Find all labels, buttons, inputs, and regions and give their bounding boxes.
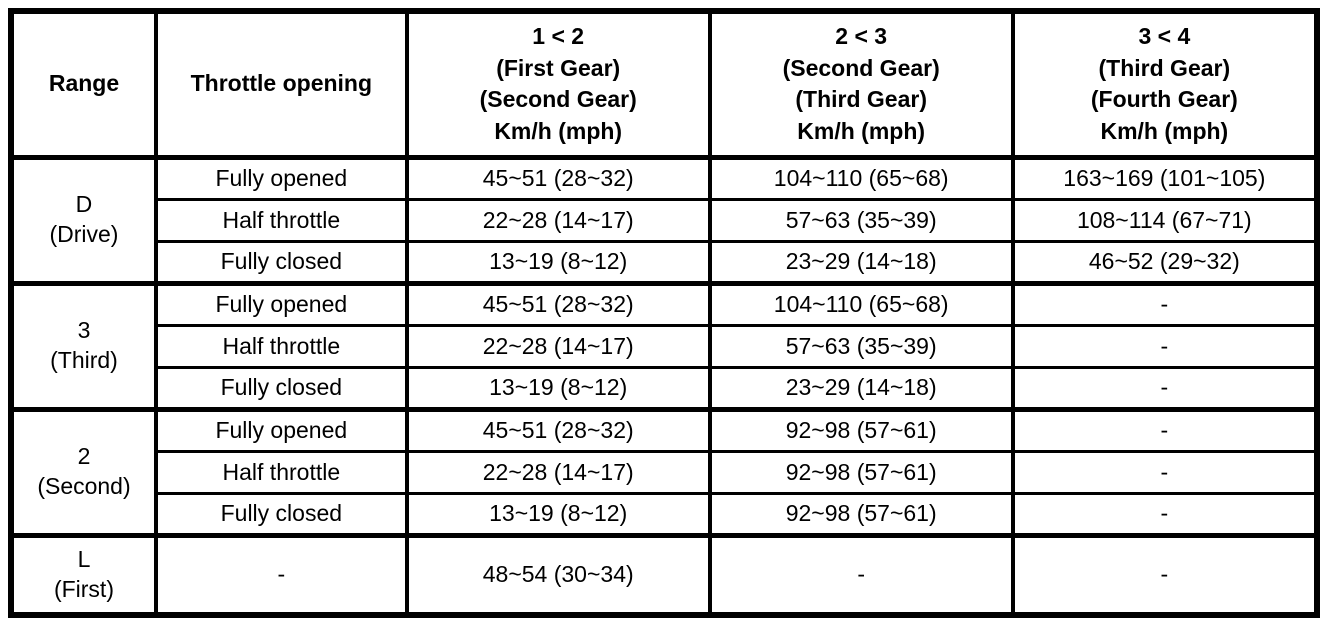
header-throttle-label: Throttle opening (190, 70, 373, 97)
header-range: Range (9, 9, 158, 159)
cell-shift-2-3: 57~63 (35~39) (707, 323, 1015, 369)
cell-throttle: Fully closed (153, 365, 409, 411)
header-shift-2-3-line2: (Second Gear) (782, 54, 940, 81)
cell-shift-2-3: 92~98 (57~61) (707, 449, 1015, 495)
range-sub-value: (Third) (50, 347, 118, 373)
table-row: D (Drive) Fully opened 45~51 (28~32) 104… (9, 155, 1320, 285)
cell-shift-1-2: 13~19 (8~12) (404, 365, 712, 411)
range-value: D (75, 191, 93, 218)
cell-throttle: Half throttle (153, 323, 409, 369)
cell-shift-3-4: - (1010, 491, 1320, 537)
table-row: 3 (Third) Fully opened 45~51 (28~32) 104… (9, 281, 1320, 411)
cell-shift-3-4: - (1010, 449, 1320, 495)
table-row: Half throttle 22~28 (14~17) 92~98 (57~61… (11, 449, 1320, 495)
range-value: L (77, 545, 91, 572)
cell-range-third: 3 (Third) (9, 281, 158, 411)
header-shift-1-2-line1: 1 < 2 (532, 22, 585, 49)
cell-shift-2-3: 92~98 (57~61) (707, 491, 1015, 537)
cell-shift-3-4: 108~114 (67~71) (1010, 197, 1320, 243)
cell-throttle: - (153, 533, 409, 617)
table-row: Fully closed 13~19 (8~12) 23~29 (14~18) … (11, 365, 1320, 411)
header-shift-2-3-line4: Km/h (mph) (797, 117, 926, 144)
range-sub-value: (Second) (37, 473, 131, 499)
header-shift-1-2: 1 < 2 (First Gear) (Second Gear) Km/h (m… (404, 9, 712, 159)
cell-shift-1-2: 13~19 (8~12) (404, 239, 712, 285)
cell-shift-1-2: 45~51 (28~32) (404, 407, 712, 453)
header-shift-1-2-line2: (First Gear) (496, 54, 621, 81)
cell-shift-3-4: 163~169 (101~105) (1010, 155, 1320, 201)
cell-shift-3-4: - (1010, 323, 1320, 369)
header-shift-2-3-line3: (Third Gear) (795, 86, 927, 113)
cell-shift-2-3: 23~29 (14~18) (707, 365, 1015, 411)
cell-shift-2-3: 23~29 (14~18) (707, 239, 1015, 285)
cell-shift-1-2: 13~19 (8~12) (404, 491, 712, 537)
range-group-drive: D (Drive) Fully opened 45~51 (28~32) 104… (9, 155, 1320, 285)
header-throttle-opening: Throttle opening (153, 9, 409, 159)
cell-shift-1-2: 45~51 (28~32) (404, 281, 712, 327)
cell-throttle: Fully closed (153, 239, 409, 285)
cell-shift-2-3: - (707, 533, 1015, 617)
cell-range-drive: D (Drive) (9, 155, 158, 285)
header-shift-3-4: 3 < 4 (Third Gear) (Fourth Gear) Km/h (m… (1010, 9, 1320, 159)
cell-range-second: 2 (Second) (9, 407, 158, 537)
cell-shift-3-4: - (1010, 533, 1320, 617)
header-shift-1-2-line4: Km/h (mph) (494, 117, 623, 144)
header-range-label: Range (48, 70, 120, 97)
range-sub-value: (Drive) (49, 221, 119, 247)
cell-throttle: Half throttle (153, 449, 409, 495)
header-shift-2-3: 2 < 3 (Second Gear) (Third Gear) Km/h (m… (707, 9, 1015, 159)
cell-shift-3-4: 46~52 (29~32) (1010, 239, 1320, 285)
table-row: Half throttle 22~28 (14~17) 57~63 (35~39… (11, 197, 1320, 243)
table-row: Fully closed 13~19 (8~12) 92~98 (57~61) … (11, 491, 1320, 537)
cell-throttle: Fully opened (153, 407, 409, 453)
header-shift-3-4-line1: 3 < 4 (1138, 22, 1191, 49)
table-row: Half throttle 22~28 (14~17) 57~63 (35~39… (11, 323, 1320, 369)
cell-throttle: Fully opened (153, 281, 409, 327)
cell-shift-3-4: - (1010, 281, 1320, 327)
table-header: Range Throttle opening 1 < 2 (First Gear… (9, 9, 1320, 159)
header-shift-1-2-line3: (Second Gear) (479, 86, 637, 113)
range-group-third: 3 (Third) Fully opened 45~51 (28~32) 104… (9, 281, 1320, 411)
cell-shift-1-2: 22~28 (14~17) (404, 449, 712, 495)
range-value: 2 (77, 443, 91, 470)
cell-shift-3-4: - (1010, 407, 1320, 453)
header-shift-3-4-line3: (Fourth Gear) (1090, 86, 1238, 113)
cell-shift-2-3: 104~110 (65~68) (707, 281, 1015, 327)
cell-shift-3-4: - (1010, 365, 1320, 411)
cell-shift-2-3: 104~110 (65~68) (707, 155, 1015, 201)
range-group-second: 2 (Second) Fully opened 45~51 (28~32) 92… (9, 407, 1320, 537)
cell-shift-1-2: 48~54 (30~34) (404, 533, 712, 617)
cell-throttle: Half throttle (153, 197, 409, 243)
range-value: 3 (77, 317, 91, 344)
header-shift-3-4-line4: Km/h (mph) (1100, 117, 1229, 144)
cell-range-low: L (First) (9, 533, 158, 617)
header-row: Range Throttle opening 1 < 2 (First Gear… (9, 9, 1320, 159)
table-row: 2 (Second) Fully opened 45~51 (28~32) 92… (9, 407, 1320, 537)
cell-shift-1-2: 45~51 (28~32) (404, 155, 712, 201)
cell-shift-1-2: 22~28 (14~17) (404, 323, 712, 369)
header-shift-2-3-line1: 2 < 3 (835, 22, 888, 49)
range-group-low: L (First) - 48~54 (30~34) - - (9, 533, 1320, 617)
cell-shift-2-3: 92~98 (57~61) (707, 407, 1015, 453)
range-sub-value: (First) (53, 575, 114, 602)
cell-shift-2-3: 57~63 (35~39) (707, 197, 1015, 243)
header-shift-3-4-line2: (Third Gear) (1098, 54, 1231, 81)
table-row: Fully closed 13~19 (8~12) 23~29 (14~18) … (11, 239, 1320, 285)
cell-throttle: Fully opened (153, 155, 409, 201)
cell-shift-1-2: 22~28 (14~17) (404, 197, 712, 243)
table-row: L (First) - 48~54 (30~34) - - (9, 533, 1320, 617)
shift-speed-table: Range Throttle opening 1 < 2 (First Gear… (8, 8, 1320, 618)
cell-throttle: Fully closed (153, 491, 409, 537)
